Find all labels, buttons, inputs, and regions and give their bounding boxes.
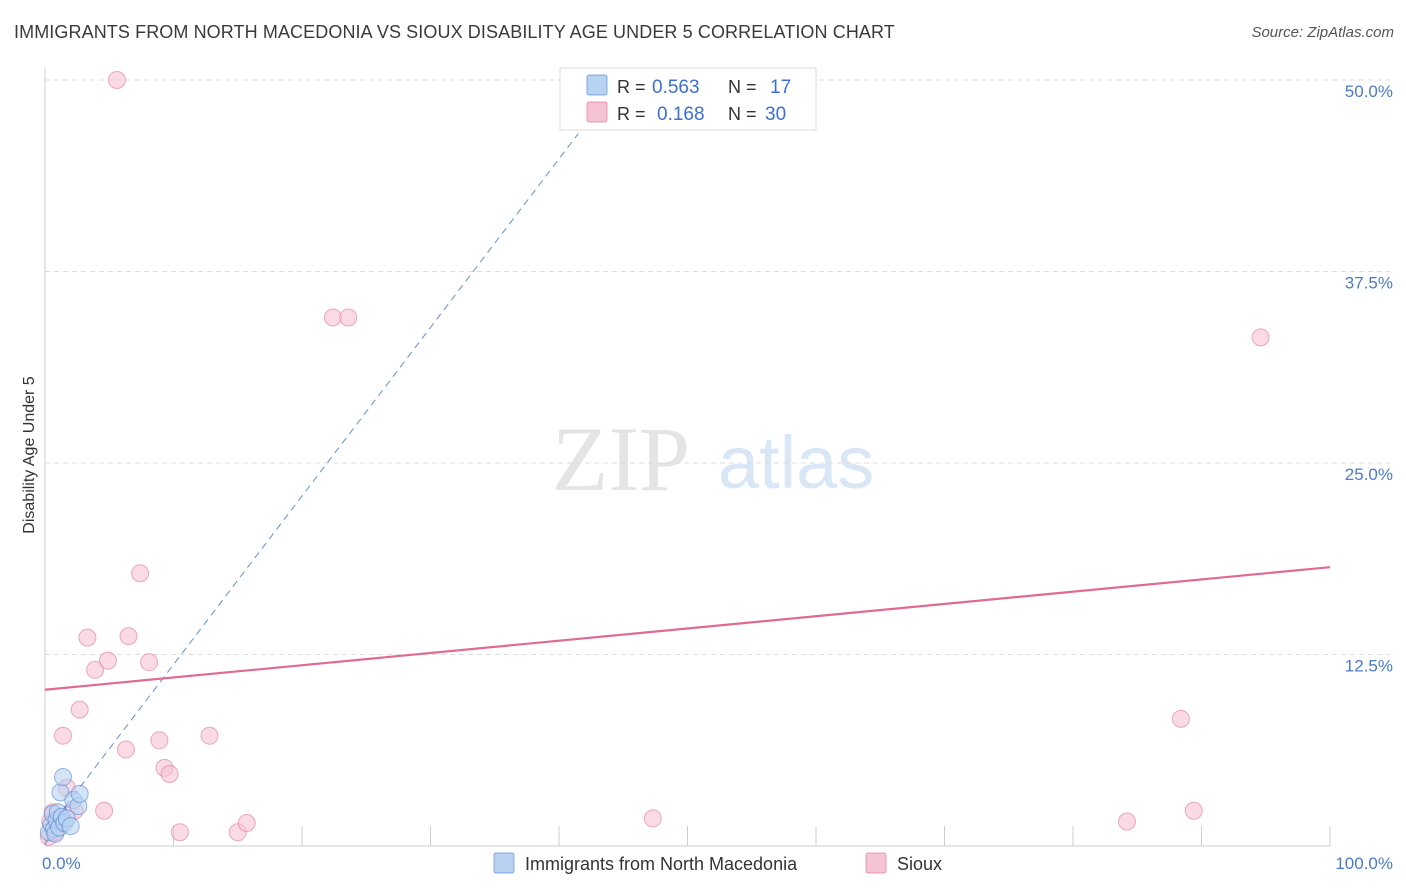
legend-n-label: N =	[728, 77, 757, 97]
chart-title: IMMIGRANTS FROM NORTH MACEDONIA VS SIOUX…	[14, 22, 895, 42]
y-tick-labels: 12.5% 25.0% 37.5% 50.0%	[1345, 82, 1393, 676]
series-legend-swatch-blue	[493, 852, 515, 874]
data-point-pink	[1171, 709, 1190, 728]
data-point-pink	[116, 740, 135, 759]
data-point-pink	[170, 823, 189, 842]
data-point-pink	[86, 660, 105, 679]
legend-r-label: R =	[617, 77, 646, 97]
legend-r-label: R =	[617, 104, 646, 124]
data-point-pink	[200, 726, 219, 745]
watermark-zip: ZIP	[552, 408, 690, 510]
legend-swatch-blue	[586, 74, 608, 96]
data-point-pink	[95, 801, 114, 820]
legend-r-value: 0.563	[652, 77, 700, 98]
data-point-blue	[61, 817, 80, 836]
legend-n-value: 17	[770, 77, 791, 98]
data-point-blue	[70, 784, 89, 803]
trend-line-extension	[65, 133, 579, 807]
data-point-pink	[131, 564, 150, 583]
trend-line-pink	[44, 566, 1331, 691]
data-point-blue	[53, 768, 72, 787]
data-point-pink	[107, 71, 126, 89]
series-legend: Immigrants from North Macedonia Sioux	[493, 852, 942, 874]
source-label: Source: ZipAtlas.com	[1251, 24, 1394, 41]
data-point-pink	[643, 809, 662, 828]
y-tick-label: 12.5%	[1345, 657, 1393, 676]
x-tick-label: 0.0%	[42, 854, 81, 873]
legend-r-value: 0.168	[657, 104, 705, 125]
data-point-pink	[70, 700, 89, 719]
series-legend-swatch-pink	[865, 852, 887, 874]
data-point-pink	[1117, 812, 1136, 831]
y-tick-label: 37.5%	[1345, 274, 1393, 293]
data-point-pink	[160, 764, 179, 783]
y-tick-label: 25.0%	[1345, 465, 1393, 484]
y-axis-label: Disability Age Under 5	[21, 376, 38, 534]
data-point-pink	[98, 651, 117, 670]
legend-n-value: 30	[765, 104, 786, 125]
data-point-pink	[323, 308, 342, 327]
legend-swatch-pink	[586, 101, 608, 123]
data-point-pink	[119, 627, 138, 646]
y-tick-label: 50.0%	[1345, 82, 1393, 101]
data-point-pink	[150, 731, 169, 750]
data-point-pink	[140, 653, 159, 672]
data-point-pink	[1184, 801, 1203, 820]
data-point-pink	[237, 814, 256, 833]
data-point-pink	[78, 628, 97, 647]
x-tick-labels: 0.0% 100.0%	[42, 854, 1393, 873]
data-point-pink	[1251, 328, 1270, 347]
correlation-legend: R = 0.563 N = 17 R = 0.168 N = 30	[559, 67, 817, 131]
legend-n-label: N =	[728, 104, 757, 124]
series-legend-label: Immigrants from North Macedonia	[525, 854, 798, 874]
data-points	[39, 71, 1270, 846]
series-legend-label: Sioux	[897, 854, 942, 874]
x-tick-label: 100.0%	[1335, 854, 1393, 873]
data-point-pink	[339, 308, 358, 327]
gridlines	[45, 79, 1390, 655]
data-point-pink	[53, 726, 72, 745]
